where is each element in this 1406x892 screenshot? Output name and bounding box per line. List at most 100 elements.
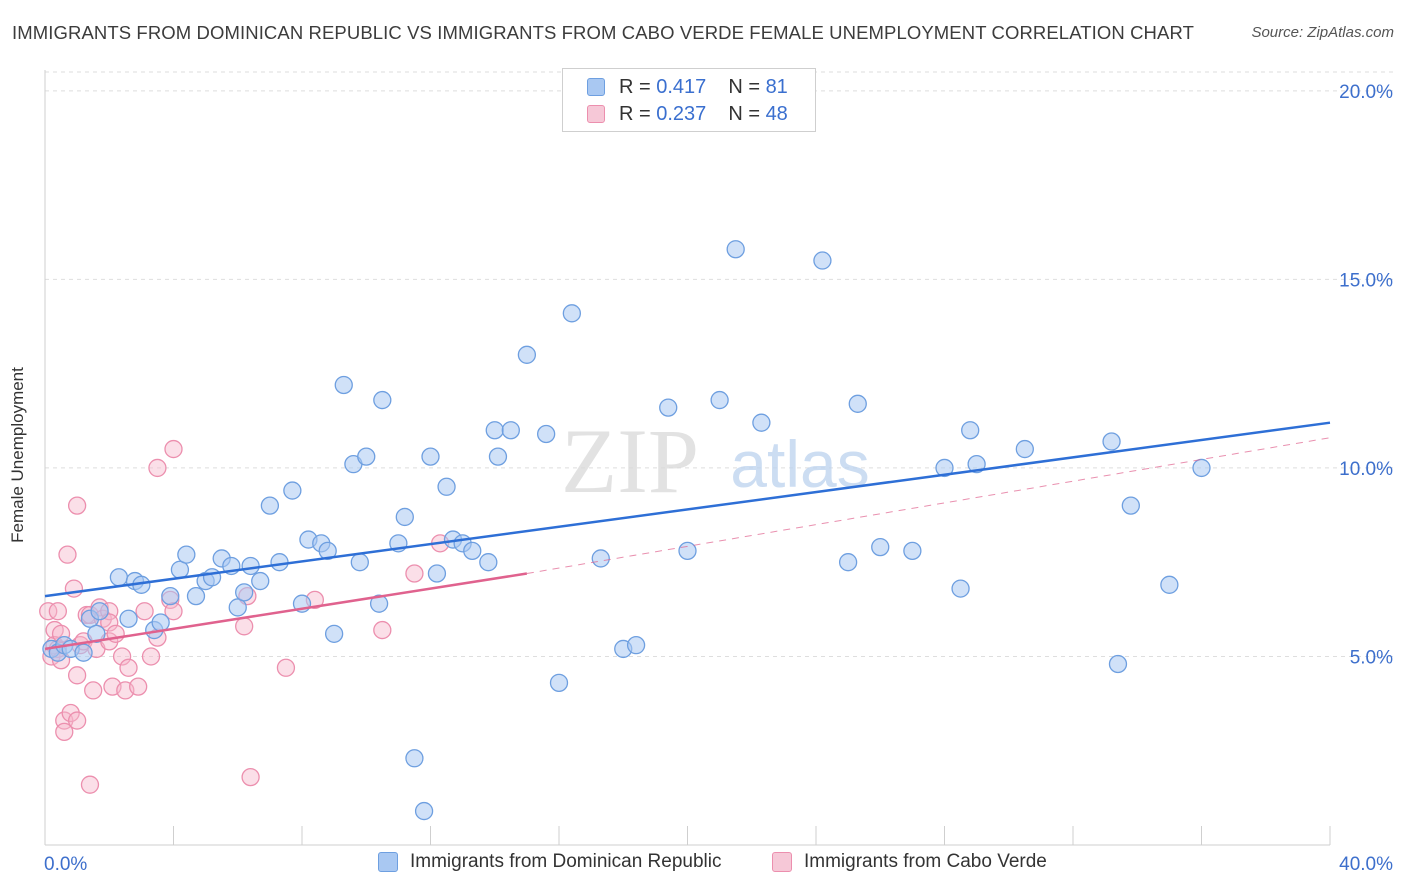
trend-line-cabo-verde-extension bbox=[526, 437, 1331, 575]
data-point-dominican bbox=[395, 507, 414, 527]
watermark-atlas: atlas bbox=[730, 427, 869, 501]
chart-title: IMMIGRANTS FROM DOMINICAN REPUBLIC VS IM… bbox=[12, 22, 1194, 43]
data-point-dominican bbox=[463, 541, 482, 561]
data-point-dominican bbox=[479, 553, 498, 572]
data-point-dominican bbox=[369, 594, 389, 613]
data-point-cabo-verde bbox=[164, 439, 183, 459]
watermark-zip: ZIP bbox=[561, 410, 699, 512]
data-point-cabo-verde bbox=[64, 579, 84, 598]
bottom-legend-swatch-blue bbox=[378, 852, 398, 872]
data-point-dominican bbox=[813, 251, 832, 270]
trend-line-cabo-verde bbox=[44, 572, 528, 651]
data-point-dominican bbox=[1102, 432, 1121, 451]
x-tick-label: 40.0% bbox=[1339, 854, 1393, 875]
legend-swatch-blue bbox=[587, 78, 605, 96]
data-point-dominican bbox=[151, 613, 170, 632]
legend-n-value: 81 bbox=[765, 75, 788, 98]
data-point-dominican bbox=[961, 421, 980, 440]
data-point-cabo-verde bbox=[276, 658, 296, 677]
data-point-cabo-verde bbox=[67, 711, 87, 730]
series-dominican-points bbox=[42, 240, 1211, 821]
data-point-dominican bbox=[318, 541, 337, 561]
legend-n-label: N = bbox=[728, 102, 760, 125]
data-point-dominican bbox=[109, 568, 129, 587]
data-point-dominican bbox=[235, 583, 254, 602]
y-axis-label: Female Unemployment bbox=[8, 367, 27, 543]
data-point-cabo-verde bbox=[48, 602, 67, 621]
data-point-dominican bbox=[357, 447, 376, 466]
data-point-dominican bbox=[726, 240, 745, 259]
data-point-dominican bbox=[752, 413, 771, 432]
data-point-dominican bbox=[228, 598, 247, 617]
data-point-dominican bbox=[967, 455, 986, 474]
data-point-dominican bbox=[119, 609, 138, 628]
data-point-dominican bbox=[838, 553, 858, 572]
data-point-dominican bbox=[405, 749, 424, 768]
data-point-dominican bbox=[848, 394, 867, 413]
data-point-dominican bbox=[350, 553, 369, 572]
legend-n-value: 48 bbox=[765, 102, 788, 125]
data-point-dominican bbox=[517, 345, 537, 364]
legend-row-cabo-verde: R = 0.237 N = 48 bbox=[587, 102, 788, 126]
data-point-dominican bbox=[87, 624, 106, 643]
data-point-dominican bbox=[710, 390, 729, 410]
data-point-cabo-verde bbox=[80, 775, 100, 794]
bottom-legend-dominican: Immigrants from Dominican Republic bbox=[378, 851, 722, 873]
data-point-dominican bbox=[1160, 575, 1179, 594]
data-point-dominican bbox=[437, 477, 456, 496]
data-point-cabo-verde bbox=[373, 620, 392, 640]
data-point-dominican bbox=[501, 421, 520, 440]
data-point-dominican bbox=[562, 304, 581, 323]
data-point-cabo-verde bbox=[112, 647, 132, 666]
data-point-cabo-verde bbox=[135, 602, 154, 621]
legend-swatch-pink bbox=[587, 105, 605, 123]
data-point-cabo-verde bbox=[84, 681, 103, 700]
data-point-cabo-verde bbox=[148, 458, 167, 478]
data-point-dominican bbox=[951, 579, 970, 598]
data-point-cabo-verde bbox=[241, 767, 260, 787]
data-point-dominican bbox=[935, 458, 954, 478]
y-tick-label: 20.0% bbox=[1339, 82, 1393, 103]
data-point-dominican bbox=[373, 390, 392, 410]
data-point-cabo-verde bbox=[39, 602, 58, 621]
data-point-dominican bbox=[427, 564, 447, 583]
data-point-cabo-verde bbox=[58, 545, 77, 564]
data-point-dominican bbox=[186, 586, 206, 606]
data-point-dominican bbox=[659, 398, 678, 417]
data-point-dominican bbox=[591, 549, 610, 568]
data-point-dominican bbox=[1192, 458, 1211, 478]
data-point-cabo-verde bbox=[129, 677, 148, 696]
trend-lines bbox=[44, 421, 1331, 651]
data-point-dominican bbox=[626, 636, 646, 655]
data-point-dominican bbox=[324, 624, 344, 643]
y-tick-label: 10.0% bbox=[1339, 459, 1393, 480]
y-tick-label: 5.0% bbox=[1350, 647, 1393, 668]
data-point-cabo-verde bbox=[119, 658, 138, 677]
legend-r-value: 0.237 bbox=[656, 102, 707, 125]
data-point-dominican bbox=[871, 537, 890, 557]
data-point-dominican bbox=[903, 541, 922, 561]
bottom-legend-label-cabo-verde: Immigrants from Cabo Verde bbox=[804, 851, 1047, 872]
data-point-cabo-verde bbox=[235, 617, 254, 636]
legend-r-value: 0.417 bbox=[656, 75, 707, 98]
data-point-dominican bbox=[488, 447, 508, 466]
y-tick-label: 15.0% bbox=[1339, 270, 1393, 291]
data-point-cabo-verde bbox=[405, 564, 424, 583]
data-point-dominican bbox=[241, 556, 260, 576]
data-point-dominican bbox=[260, 496, 280, 515]
trend-line-dominican bbox=[44, 421, 1331, 598]
data-point-cabo-verde bbox=[141, 647, 161, 666]
data-point-dominican bbox=[202, 568, 222, 587]
data-point-dominican bbox=[177, 545, 196, 564]
tick-labels: 5.0% 10.0% 15.0% 20.0% 0.0% 40.0% bbox=[44, 82, 1393, 875]
data-point-dominican bbox=[161, 586, 180, 606]
data-point-cabo-verde bbox=[55, 722, 74, 742]
data-point-dominican bbox=[251, 571, 270, 591]
source-label: Source: ZipAtlas.com bbox=[1251, 24, 1394, 41]
bottom-legend-label-dominican: Immigrants from Dominican Republic bbox=[410, 851, 722, 872]
data-point-dominican bbox=[1121, 496, 1140, 515]
data-point-dominican bbox=[1108, 654, 1128, 674]
bottom-legend-cabo-verde: Immigrants from Cabo Verde bbox=[772, 851, 1047, 873]
data-point-dominican bbox=[549, 673, 569, 693]
data-point-cabo-verde bbox=[61, 703, 80, 723]
